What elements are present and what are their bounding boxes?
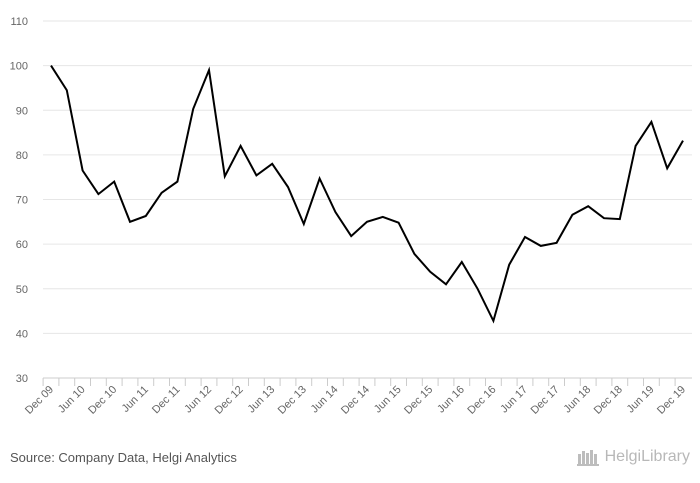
y-tick-label: 100	[10, 61, 28, 73]
x-tick-label: Jun 18	[561, 384, 593, 416]
x-tick-label: Dec 15	[402, 384, 435, 417]
x-tick-label: Dec 09	[23, 384, 56, 417]
x-tick-label: Jun 12	[182, 384, 214, 416]
y-axis-tick-labels: 30 40 50 60 70 80 90 100 110	[10, 16, 28, 385]
library-icon	[576, 450, 599, 466]
logo-text: HelgiLibrary	[604, 448, 690, 465]
x-tick-label: Dec 14	[339, 384, 372, 417]
x-tick-label: Jun 15	[372, 384, 404, 416]
x-tick-label: Jun 17	[498, 384, 530, 416]
x-tick-label: Jun 13	[245, 384, 277, 416]
y-tick-label: 50	[16, 284, 28, 296]
x-tick-label: Jun 11	[120, 384, 151, 415]
x-tick-label: Dec 16	[465, 384, 498, 417]
x-tick-label: Jun 14	[309, 384, 341, 416]
y-tick-label: 30	[16, 373, 28, 385]
grid-lines	[43, 20, 692, 334]
x-tick-label: Dec 17	[529, 384, 562, 417]
x-tick-label: Jun 19	[625, 384, 657, 416]
helgi-library-logo: HelgiLibrary	[576, 448, 690, 466]
series-layer	[50, 65, 684, 324]
x-tick-label: Dec 11	[150, 384, 183, 417]
x-tick-label: Dec 19	[655, 384, 688, 417]
x-axis-tick-marks	[42, 378, 676, 386]
source-note: Source: Company Data, Helgi Analytics	[10, 450, 237, 465]
y-tick-label: 40	[16, 328, 28, 340]
x-tick-label: Dec 13	[276, 384, 309, 417]
x-tick-label: Jun 16	[435, 384, 467, 416]
x-tick-label: Jun 10	[56, 384, 88, 416]
y-tick-label: 70	[16, 195, 28, 207]
series-line	[50, 65, 684, 324]
x-tick-label: Dec 12	[213, 384, 246, 417]
y-tick-label: 80	[16, 150, 28, 162]
y-tick-label: 60	[16, 239, 28, 251]
x-tick-label: Dec 18	[592, 384, 625, 417]
y-tick-label: 90	[16, 105, 28, 117]
y-tick-label: 110	[10, 16, 28, 28]
x-tick-label: Dec 10	[86, 384, 119, 417]
